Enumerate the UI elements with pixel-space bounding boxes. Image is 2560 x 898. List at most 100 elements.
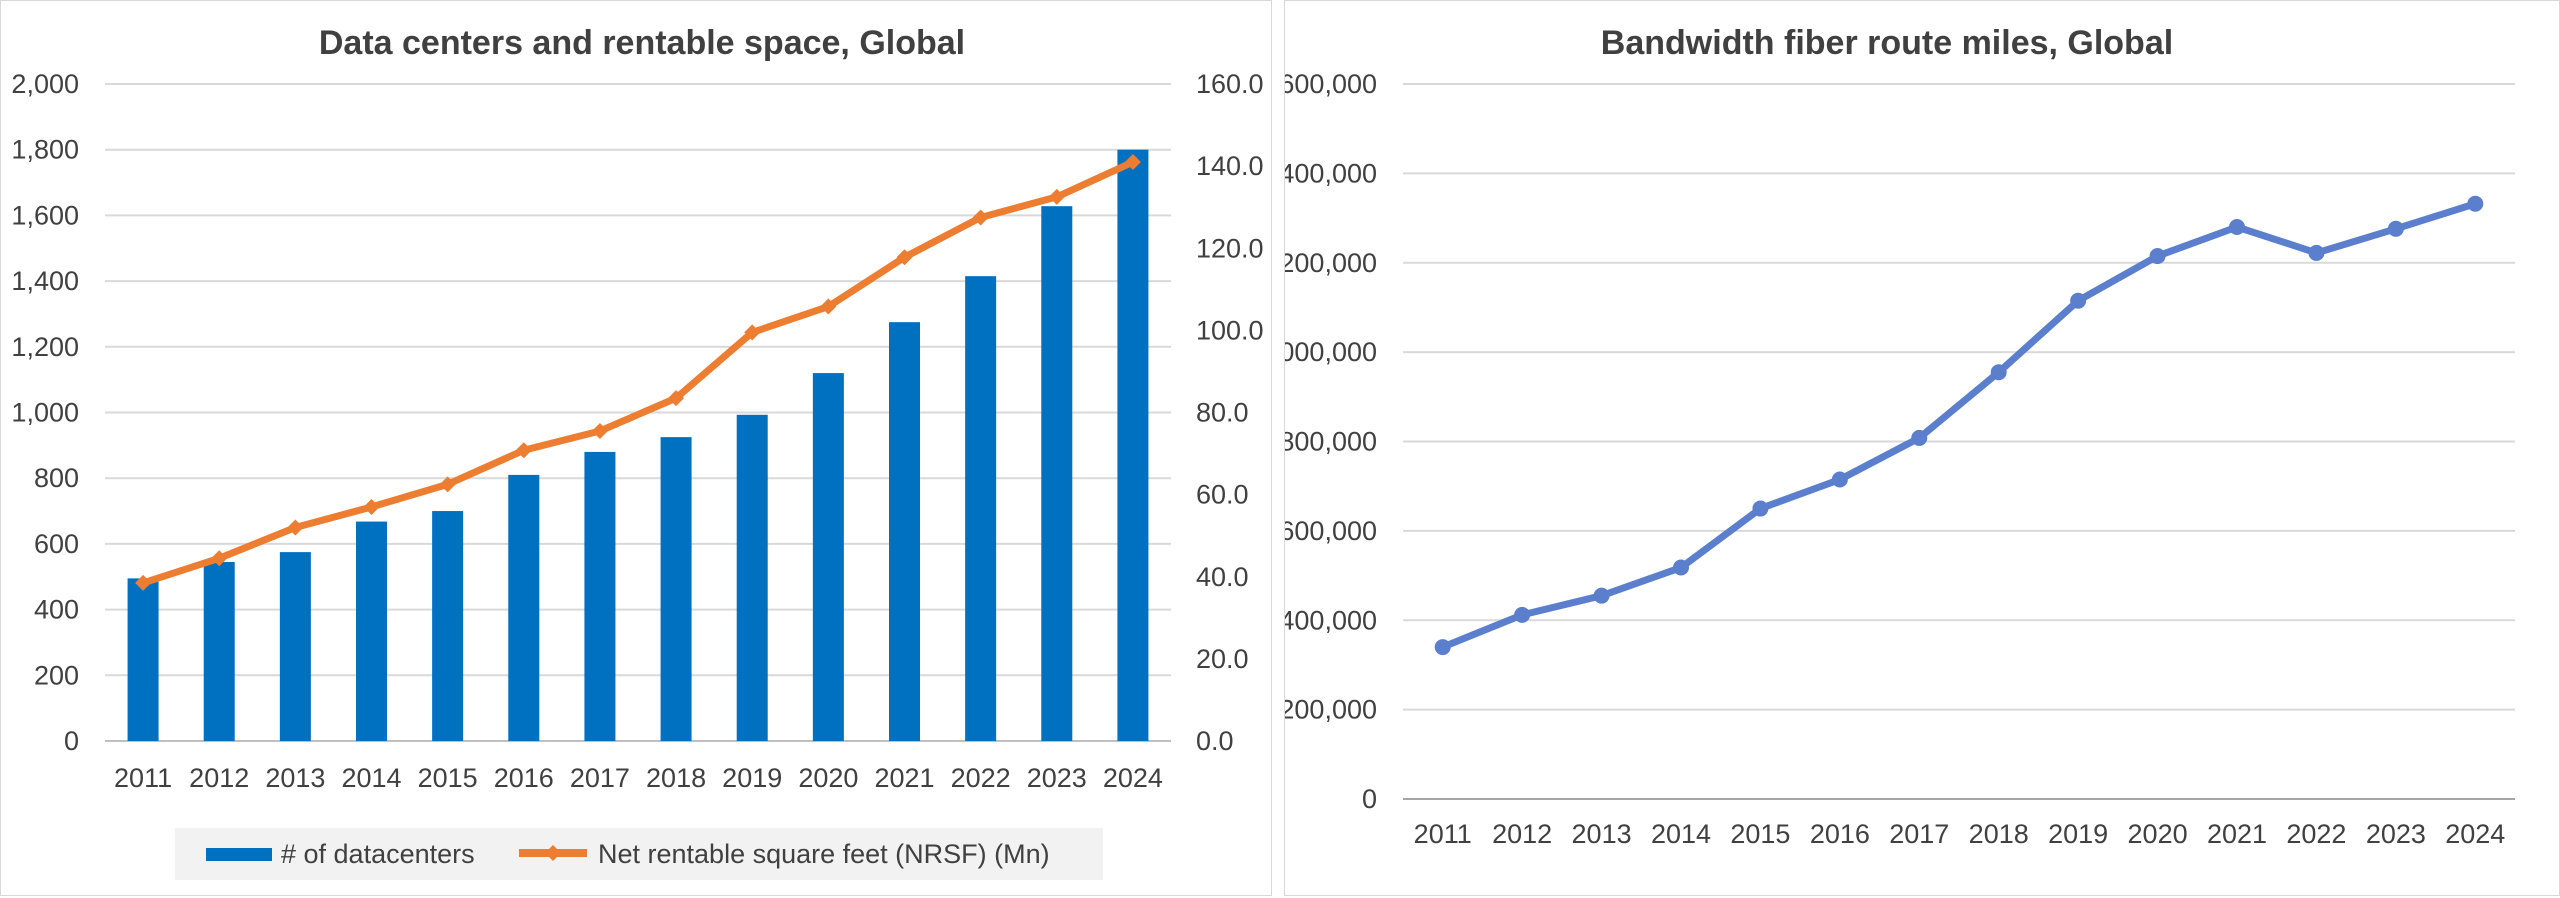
- y-right-tick-label: 140.0: [1196, 151, 1264, 181]
- x-tick-label: 2017: [570, 763, 630, 793]
- x-tick-label: 2024: [2445, 819, 2505, 849]
- point-fiber-miles: [1831, 471, 1848, 488]
- chart-title: Bandwidth fiber route miles, Global: [1601, 24, 2173, 62]
- point-nrsf: [363, 498, 380, 515]
- point-nrsf: [287, 519, 304, 536]
- y-tick-label: 400,000: [1285, 605, 1377, 635]
- line-nrsf: [139, 158, 1137, 587]
- x-tick-label: 2012: [189, 763, 249, 793]
- point-fiber-miles: [1990, 364, 2007, 381]
- x-tick-label: 2011: [1414, 819, 1472, 849]
- y-left-tick-label: 400: [34, 595, 79, 625]
- point-nrsf: [1048, 188, 1065, 205]
- bar-datacenters: [1117, 149, 1149, 741]
- x-tick-label: 2018: [1969, 819, 2029, 849]
- x-tick-label: 2014: [341, 763, 401, 793]
- point-fiber-miles: [1673, 559, 1689, 576]
- point-fiber-miles: [2308, 244, 2325, 261]
- bar-datacenters: [736, 414, 768, 741]
- bar-datacenters: [203, 561, 235, 741]
- point-fiber-miles: [2070, 292, 2087, 309]
- point-nrsf: [820, 298, 837, 315]
- y-tick-label: 200,000: [1285, 695, 1377, 725]
- y-left-tick-label: 1,800: [11, 135, 79, 165]
- point-fiber-miles: [2149, 248, 2166, 265]
- y-left-tick-label: 1,000: [11, 398, 79, 428]
- x-tick-label: 2017: [1889, 819, 1949, 849]
- x-tick-label: 2011: [114, 763, 172, 793]
- point-nrsf: [135, 574, 152, 591]
- y-right-tick-label: 120.0: [1196, 233, 1264, 263]
- point-fiber-miles: [2387, 220, 2404, 237]
- datacenters-chart: Data centers and rentable space, Global …: [11, 24, 1264, 880]
- y-tick-label: 1,600,000: [1285, 69, 1377, 99]
- point-fiber-miles: [1752, 500, 1769, 517]
- x-tick-label: 2024: [1103, 763, 1163, 793]
- bar-datacenters: [127, 578, 159, 741]
- x-tick-label: 2013: [265, 763, 325, 793]
- x-tick-label: 2022: [2286, 819, 2346, 849]
- y-tick-label: 0: [1362, 784, 1377, 814]
- y-left-tick-label: 0: [64, 726, 79, 756]
- x-tick-label: 2019: [2048, 819, 2108, 849]
- legend-label-nrsf: Net rentable square feet (NRSF) (Mn): [598, 839, 1050, 869]
- y-left-tick-label: 2,000: [11, 69, 79, 99]
- legend-marker-nrsf: [545, 845, 561, 861]
- x-tick-label: 2016: [494, 763, 554, 793]
- y-right-tick-label: 160.0: [1196, 69, 1264, 99]
- point-fiber-miles: [1911, 429, 1928, 446]
- bar-datacenters: [889, 322, 920, 741]
- bar-datacenters: [1041, 206, 1073, 741]
- y-left-tick-label: 1,600: [11, 200, 79, 230]
- y-left-tick-label: 800: [34, 463, 79, 493]
- line-fiber-miles: [1439, 200, 2479, 651]
- x-tick-label: 2022: [951, 763, 1011, 793]
- y-left-tick-label: 600: [34, 529, 79, 559]
- point-nrsf: [668, 390, 685, 407]
- point-nrsf: [211, 550, 228, 567]
- y-left-tick-label: 1,400: [11, 266, 79, 296]
- legend-background: [175, 828, 1103, 880]
- y-tick-label: 1,000,000: [1285, 337, 1377, 367]
- point-nrsf: [515, 442, 532, 459]
- legend-swatch-datacenters: [206, 848, 272, 861]
- x-tick-label: 2012: [1492, 819, 1552, 849]
- x-tick-label: 2021: [2207, 819, 2267, 849]
- bar-datacenters: [660, 437, 692, 741]
- y-right-tick-label: 60.0: [1196, 480, 1249, 510]
- x-tick-label: 2014: [1651, 819, 1711, 849]
- x-tick-label: 2023: [2366, 819, 2426, 849]
- bar-datacenters: [584, 451, 616, 741]
- y-right-tick-label: 0.0: [1196, 726, 1234, 756]
- fiber-chart: Bandwidth fiber route miles, Global 0 200…: [1285, 24, 2515, 849]
- x-tick-label: 2016: [1810, 819, 1870, 849]
- legend-label-datacenters: # of datacenters: [281, 839, 475, 869]
- x-tick-label: 2013: [1572, 819, 1632, 849]
- bar-datacenters: [279, 552, 311, 741]
- bar-datacenters: [965, 276, 997, 741]
- point-nrsf: [1124, 154, 1141, 171]
- x-tick-label: 2023: [1027, 763, 1087, 793]
- point-nrsf: [972, 209, 989, 226]
- point-fiber-miles: [1514, 606, 1531, 623]
- point-fiber-miles: [1434, 639, 1451, 656]
- point-fiber-miles: [2229, 219, 2245, 235]
- point-nrsf: [591, 422, 608, 439]
- bar-datacenters: [432, 511, 464, 741]
- y-right-tick-label: 100.0: [1196, 315, 1264, 345]
- y-right-tick-label: 80.0: [1196, 398, 1249, 428]
- x-tick-label: 2015: [418, 763, 478, 793]
- chart-title: Data centers and rentable space, Global: [319, 24, 965, 62]
- x-tick-label: 2018: [646, 763, 706, 793]
- fiber-chart-panel: Bandwidth fiber route miles, Global 0 200…: [1284, 0, 2560, 896]
- point-nrsf: [439, 476, 456, 493]
- chart-legend: # of datacenters Net rentable square fee…: [175, 828, 1103, 880]
- point-fiber-miles: [2467, 195, 2484, 212]
- x-tick-label: 2019: [722, 763, 782, 793]
- x-tick-label: 2020: [2128, 819, 2188, 849]
- y-right-tick-label: 20.0: [1196, 644, 1249, 674]
- x-tick-label: 2021: [874, 763, 934, 793]
- y-tick-label: 600,000: [1285, 516, 1377, 546]
- y-right-tick-label: 40.0: [1196, 562, 1249, 592]
- bar-datacenters: [508, 474, 540, 741]
